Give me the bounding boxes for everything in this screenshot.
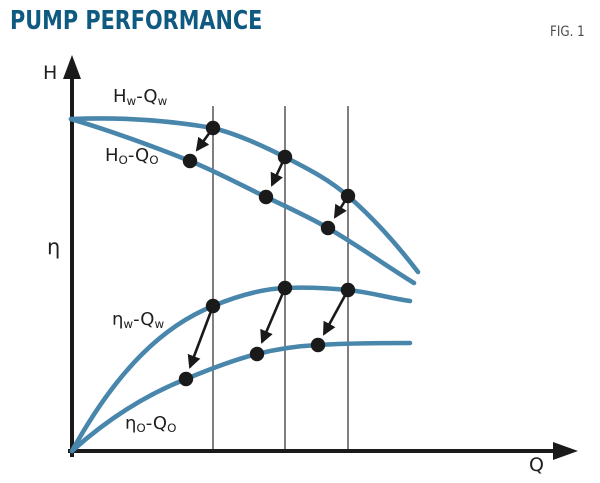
curve-label-efficiency-oil: ηO-QO	[125, 414, 176, 435]
label-part: -Q	[127, 145, 150, 166]
operating-point-dot-1	[205, 120, 221, 136]
correction-arrow-6	[322, 289, 350, 336]
operating-point-dot-5	[258, 189, 274, 205]
label-subscript: w	[157, 93, 168, 108]
label-subscript: O	[149, 152, 159, 167]
label-subscript: w	[154, 316, 165, 331]
head-axis-text: H	[43, 62, 58, 84]
y-axis-efficiency-label: η	[47, 235, 61, 259]
correction-arrow-5	[260, 287, 287, 344]
curve-etao-qo	[69, 340, 413, 454]
operating-point-dot-8	[277, 280, 293, 296]
label-part: H	[113, 86, 127, 107]
operating-point-dot-11	[249, 346, 265, 362]
efficiency-axis-text: η	[47, 235, 61, 259]
label-subscript: w	[126, 93, 137, 108]
operating-point-dot-4	[182, 153, 198, 169]
operating-point-dot-10	[178, 371, 194, 387]
figure-number-label: FIG. 1	[550, 24, 585, 40]
label-part: η	[125, 413, 137, 434]
x-axis-arrowhead-icon	[553, 442, 578, 460]
label-part: -Q	[145, 413, 168, 434]
curve-etaw-qw	[69, 285, 413, 454]
page-title: PUMP PERFORMANCE	[10, 6, 263, 36]
correction-arrows	[187, 127, 350, 369]
operating-point-dot-2	[277, 149, 293, 165]
x-axis-flow-label: Q	[529, 455, 544, 476]
flow-axis-text: Q	[529, 454, 544, 476]
operating-point-dot-7	[205, 298, 221, 314]
y-axis-head-label: H	[43, 63, 57, 84]
y-axis-arrowhead-icon	[63, 55, 81, 79]
curve-label-efficiency-water: ηw-Qw	[112, 310, 164, 331]
label-part: H	[105, 145, 119, 166]
label-subscript: w	[123, 316, 134, 331]
operating-point-dots	[178, 120, 356, 387]
performance-curves	[68, 116, 421, 454]
operating-point-dot-6	[320, 220, 336, 236]
operating-point-dot-3	[340, 188, 356, 204]
operating-point-dot-9	[340, 282, 356, 298]
curve-ho-qo	[68, 116, 417, 286]
curve-label-head-water: Hw-Qw	[113, 87, 167, 108]
label-subscript: O	[118, 152, 128, 167]
operating-point-dot-12	[310, 337, 326, 353]
correction-arrow-4	[187, 305, 215, 369]
label-subscript: O	[167, 420, 177, 435]
label-part: -Q	[136, 86, 158, 107]
label-part: η	[112, 309, 124, 330]
label-subscript: O	[136, 420, 146, 435]
axes	[63, 55, 578, 460]
label-part: -Q	[133, 309, 155, 330]
curve-label-head-oil: HO-QO	[105, 146, 159, 167]
curve-hw-qw	[68, 116, 421, 275]
